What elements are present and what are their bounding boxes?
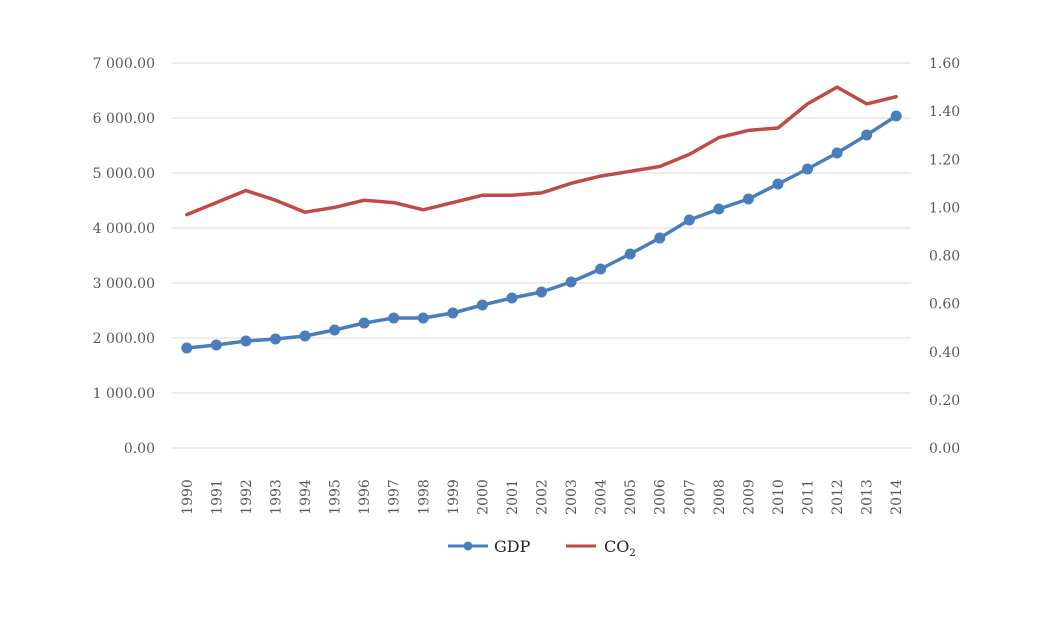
y-tick-label: 3 000.00 <box>93 276 155 292</box>
x-tick-label: 1992 <box>239 479 255 515</box>
gdp-point[interactable] <box>890 110 902 122</box>
gdp-point[interactable] <box>329 324 341 336</box>
y2-tick-label: 1.20 <box>929 152 960 168</box>
x-tick-label: 2000 <box>475 479 491 515</box>
gdp-point[interactable] <box>447 307 459 319</box>
gdp-point[interactable] <box>536 286 547 298</box>
gdp-point[interactable] <box>210 339 222 351</box>
x-tick-label: 2002 <box>535 479 551 515</box>
legend-co2-label-main: CO <box>604 537 629 556</box>
gdp-point[interactable] <box>506 292 518 304</box>
x-tick-label: 1999 <box>446 479 462 515</box>
y2-tick-label: 0.60 <box>929 297 960 313</box>
gdp-point[interactable] <box>565 276 577 288</box>
x-tick-label: 1991 <box>209 479 225 515</box>
x-tick-label: 2006 <box>653 479 669 515</box>
y-tick-label: 7 000.00 <box>93 56 155 72</box>
gdp-point[interactable] <box>240 335 252 347</box>
gdp-point[interactable] <box>654 232 666 244</box>
x-tick-label: 2008 <box>712 479 728 515</box>
y2-tick-label: 1.40 <box>929 104 960 120</box>
x-tick-label: 2001 <box>505 479 521 515</box>
y2-tick-label: 0.40 <box>929 345 960 361</box>
x-tick-label: 2014 <box>889 479 905 515</box>
gdp-point[interactable] <box>417 312 429 324</box>
gdp-point[interactable] <box>181 342 193 354</box>
x-tick-label: 2010 <box>771 479 787 515</box>
gridlines <box>172 62 911 449</box>
y-tick-label: 4 000.00 <box>93 221 155 237</box>
series-gdp <box>181 110 902 354</box>
legend-co2-label: CO2 <box>604 537 636 559</box>
legend: GDP CO2 <box>448 537 636 559</box>
y-tick-label: 0.00 <box>124 441 155 457</box>
series-co2 <box>185 85 898 217</box>
gdp-line <box>185 114 898 350</box>
gdp-point[interactable] <box>388 312 400 324</box>
gdp-point[interactable] <box>772 178 784 190</box>
x-tick-label: 1993 <box>268 479 284 515</box>
y2-tick-label: 0.00 <box>929 441 960 457</box>
gdp-point[interactable] <box>713 203 725 215</box>
x-tick-label: 2007 <box>682 479 698 515</box>
gdp-point[interactable] <box>358 317 370 329</box>
y2-tick-label: 1.60 <box>929 56 960 72</box>
y-tick-label: 5 000.00 <box>93 166 155 182</box>
gdp-point[interactable] <box>861 129 873 141</box>
y-tick-label: 2 000.00 <box>93 331 155 347</box>
series <box>181 85 902 354</box>
legend-item-gdp[interactable]: GDP <box>448 537 531 556</box>
x-tick-label: 2013 <box>860 479 876 515</box>
x-tick-label: 1996 <box>357 479 373 515</box>
x-tick-label: 2012 <box>830 479 846 515</box>
gdp-point[interactable] <box>595 263 607 275</box>
x-tick-label: 2005 <box>623 479 639 515</box>
x-tick-label: 2009 <box>741 479 757 515</box>
x-tick-label: 1990 <box>180 479 196 515</box>
legend-co2-label-sub: 2 <box>629 548 635 559</box>
gdp-point[interactable] <box>624 248 636 260</box>
gdp-point[interactable] <box>269 333 281 345</box>
legend-gdp-label: GDP <box>494 537 531 556</box>
x-tick-label: 1994 <box>298 479 314 515</box>
y2-tick-label: 0.80 <box>929 249 960 265</box>
right-axis-ticks: 0.00 0.20 0.40 0.60 0.80 1.00 1.20 1.40 1.60 <box>929 56 960 457</box>
x-tick-label: 2011 <box>801 479 817 515</box>
gdp-point[interactable] <box>802 163 814 175</box>
y-tick-label: 1 000.00 <box>93 386 155 402</box>
co2-line <box>185 85 898 217</box>
x-axis-ticks: 1990 1991 1992 1993 1994 1995 1996 1997 1998 1999… <box>180 479 905 515</box>
legend-item-co2[interactable]: CO2 <box>566 537 636 559</box>
left-axis-ticks: 0.00 1 000.00 2 000.00 3 000.00 4 000.00 5 00… <box>93 56 155 457</box>
gdp-point[interactable] <box>831 147 843 159</box>
x-tick-label: 1998 <box>416 479 432 515</box>
x-tick-label: 1997 <box>387 479 403 515</box>
y-tick-label: 6 000.00 <box>93 111 155 127</box>
x-tick-label: 1995 <box>328 479 344 515</box>
x-tick-label: 2004 <box>594 479 610 515</box>
y2-tick-label: 1.00 <box>929 200 960 216</box>
gdp-point[interactable] <box>476 299 488 311</box>
gdp-point[interactable] <box>299 330 311 342</box>
legend-gdp-marker-icon <box>463 541 473 551</box>
y2-tick-label: 0.20 <box>929 393 960 409</box>
x-tick-label: 2003 <box>564 479 580 515</box>
gdp-point[interactable] <box>683 214 695 226</box>
gdp-point[interactable] <box>742 193 754 205</box>
